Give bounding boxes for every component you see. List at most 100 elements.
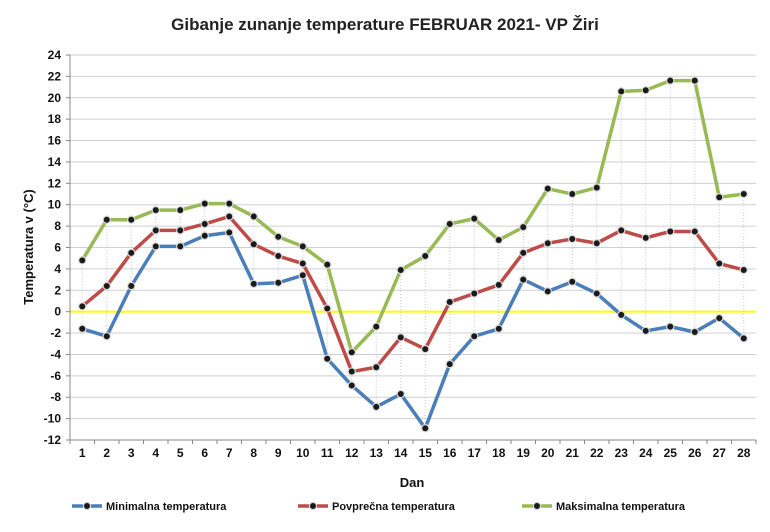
legend-item: Povprečna temperatura — [298, 501, 456, 513]
x-tick-label: 15 — [419, 446, 433, 460]
data-point — [666, 322, 675, 331]
data-point — [176, 226, 185, 235]
data-point — [249, 240, 258, 249]
y-tick-label: 18 — [48, 112, 62, 126]
legend-label: Povprečna temperatura — [332, 501, 456, 513]
data-point — [249, 279, 258, 289]
y-tick-label: 4 — [54, 262, 61, 276]
y-axis-title: Temperatura v (°C) — [21, 189, 36, 304]
y-tick-label: 12 — [48, 176, 62, 190]
data-point — [494, 235, 503, 245]
y-tick-label: 24 — [48, 48, 62, 62]
legend-label: Minimalna temperatura — [106, 501, 227, 513]
data-point — [568, 189, 577, 199]
data-point — [249, 212, 258, 221]
data-point — [323, 304, 332, 313]
y-tick-label: 6 — [54, 241, 61, 255]
legend-label: Maksimalna temperatura — [556, 501, 686, 513]
data-point — [641, 86, 650, 95]
data-point — [421, 344, 430, 354]
x-tick-label: 17 — [468, 446, 482, 460]
data-point — [715, 313, 724, 323]
data-point — [102, 281, 111, 291]
y-tick-label: 0 — [54, 305, 61, 319]
data-point — [274, 232, 283, 242]
x-tick-label: 9 — [275, 446, 282, 460]
data-point — [151, 226, 160, 235]
data-point — [617, 310, 626, 320]
x-tick-label: 10 — [296, 446, 310, 460]
data-point — [347, 381, 356, 390]
y-tick-label: 22 — [48, 69, 62, 83]
data-point — [421, 251, 430, 261]
legend-marker — [532, 501, 542, 511]
y-tick-label: 8 — [54, 219, 61, 233]
data-point — [519, 248, 528, 258]
x-tick-label: 13 — [370, 446, 384, 460]
data-point — [470, 332, 479, 341]
x-tick-label: 4 — [152, 446, 159, 460]
data-point — [396, 389, 405, 399]
data-point — [617, 87, 626, 96]
data-point — [225, 212, 234, 221]
y-tick-label: 2 — [54, 283, 61, 297]
data-point — [641, 233, 650, 243]
data-point — [543, 239, 552, 248]
y-tick-label: -8 — [50, 390, 61, 404]
data-point — [568, 234, 577, 244]
data-point — [372, 322, 381, 331]
y-tick-label: 20 — [48, 91, 62, 105]
legend-marker — [308, 501, 318, 511]
data-point — [715, 259, 724, 268]
data-point — [445, 297, 454, 307]
data-point — [666, 227, 675, 236]
data-point — [274, 278, 283, 287]
data-point — [617, 226, 626, 235]
x-tick-label: 19 — [517, 446, 531, 460]
data-point — [739, 265, 748, 275]
x-tick-label: 5 — [177, 446, 184, 460]
data-point — [421, 424, 430, 433]
y-tick-label: -2 — [50, 326, 61, 340]
data-point — [543, 287, 552, 296]
chart-legend: Minimalna temperatura Povprečna temperatu… — [72, 501, 686, 513]
data-point — [470, 289, 479, 298]
x-tick-label: 14 — [394, 446, 408, 460]
x-tick-label: 12 — [345, 446, 359, 460]
y-tick-label: 16 — [48, 134, 62, 148]
x-tick-label: 7 — [226, 446, 233, 460]
x-tick-label: 8 — [250, 446, 257, 460]
data-point — [78, 302, 87, 311]
data-point — [127, 248, 136, 258]
data-point — [200, 199, 209, 208]
legend-item: Minimalna temperatura — [72, 501, 227, 513]
x-tick-label: 1 — [79, 446, 86, 460]
data-point — [274, 251, 283, 261]
data-point — [176, 205, 185, 215]
data-point — [494, 280, 503, 290]
data-point — [200, 219, 209, 229]
data-point — [470, 214, 479, 223]
x-tick-label: 2 — [103, 446, 110, 460]
data-point — [739, 334, 748, 343]
data-point — [592, 183, 601, 192]
data-point — [127, 281, 136, 291]
legend-item: Maksimalna temperatura — [522, 501, 686, 513]
data-point — [225, 199, 234, 208]
y-tick-label: -4 — [50, 347, 61, 361]
series-line-2 — [81, 214, 745, 374]
y-tick-label: 14 — [48, 155, 62, 169]
data-point — [690, 227, 699, 236]
data-point — [372, 402, 381, 412]
x-tick-label: 11 — [321, 446, 334, 460]
data-point — [592, 289, 601, 298]
series-line-1 — [81, 230, 745, 430]
x-tick-label: 3 — [128, 446, 135, 460]
legend-marker — [82, 501, 92, 511]
data-point — [445, 219, 454, 229]
x-tick-label: 27 — [713, 446, 727, 460]
data-point — [739, 189, 748, 199]
data-point — [690, 76, 699, 85]
y-tick-label: -6 — [50, 369, 61, 383]
